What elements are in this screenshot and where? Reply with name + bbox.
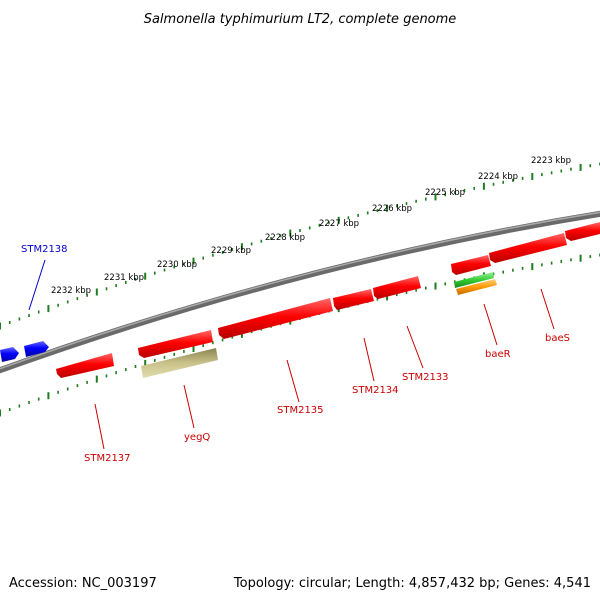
gene-arrow-blue[interactable]	[24, 341, 49, 357]
kbp-label: 2231 kbp	[104, 273, 144, 283]
label-leader-lines	[28, 259, 555, 450]
kbp-axis-labels: 2223 kbp 2224 kbp 2225 kbp 2226 kbp 2227…	[51, 156, 571, 296]
topology-text: Topology: circular; Length: 4,857,432 bp…	[233, 576, 591, 591]
gene-label-stm2137[interactable]: STM2137	[84, 453, 131, 464]
gene-arrow-blue[interactable]	[0, 347, 19, 362]
genome-backbone	[0, 210, 600, 374]
accession-text: Accession: NC_003197	[9, 576, 157, 591]
gene-baer-green[interactable]	[454, 272, 494, 288]
gene-label-stm2135[interactable]: STM2135	[277, 405, 324, 416]
gene-stm2133[interactable]	[373, 276, 421, 299]
gene-baes[interactable]	[489, 233, 567, 263]
gene-red-arrow[interactable]	[565, 222, 600, 241]
gene-label-yegq[interactable]: yegQ	[184, 432, 210, 443]
kbp-label: 2228 kbp	[265, 233, 305, 243]
gene-features	[0, 222, 600, 378]
kbp-label: 2223 kbp	[531, 156, 571, 166]
gene-stm2135[interactable]	[218, 298, 333, 339]
gene-yegq[interactable]	[141, 348, 218, 378]
gene-label-baer[interactable]: baeR	[485, 349, 511, 360]
gene-labels: STM2138 STM2137 yegQ STM2135 STM2134 STM…	[21, 244, 570, 464]
map-title: Salmonella typhimurium LT2, complete gen…	[144, 12, 457, 27]
kbp-label: 2225 kbp	[425, 188, 465, 198]
kbp-label: 2230 kbp	[157, 260, 197, 270]
gene-label-stm2138[interactable]: STM2138	[21, 244, 68, 255]
kbp-label: 2229 kbp	[211, 246, 251, 256]
gene-baer-orange[interactable]	[456, 279, 497, 295]
gene-label-stm2133[interactable]: STM2133	[402, 372, 449, 383]
gene-stm2134[interactable]	[333, 289, 374, 310]
gene-label-stm2134[interactable]: STM2134	[352, 385, 399, 396]
kbp-label: 2232 kbp	[51, 286, 91, 296]
gene-red-arrow[interactable]	[138, 330, 213, 358]
gene-red-arrow[interactable]	[451, 255, 491, 275]
kbp-label: 2226 kbp	[372, 204, 412, 214]
gene-stm2137[interactable]	[56, 353, 114, 378]
kbp-label: 2227 kbp	[319, 219, 359, 229]
upper-kbp-ticks	[0, 162, 600, 330]
kbp-label: 2224 kbp	[478, 172, 518, 182]
gene-label-baes[interactable]: baeS	[545, 333, 570, 344]
